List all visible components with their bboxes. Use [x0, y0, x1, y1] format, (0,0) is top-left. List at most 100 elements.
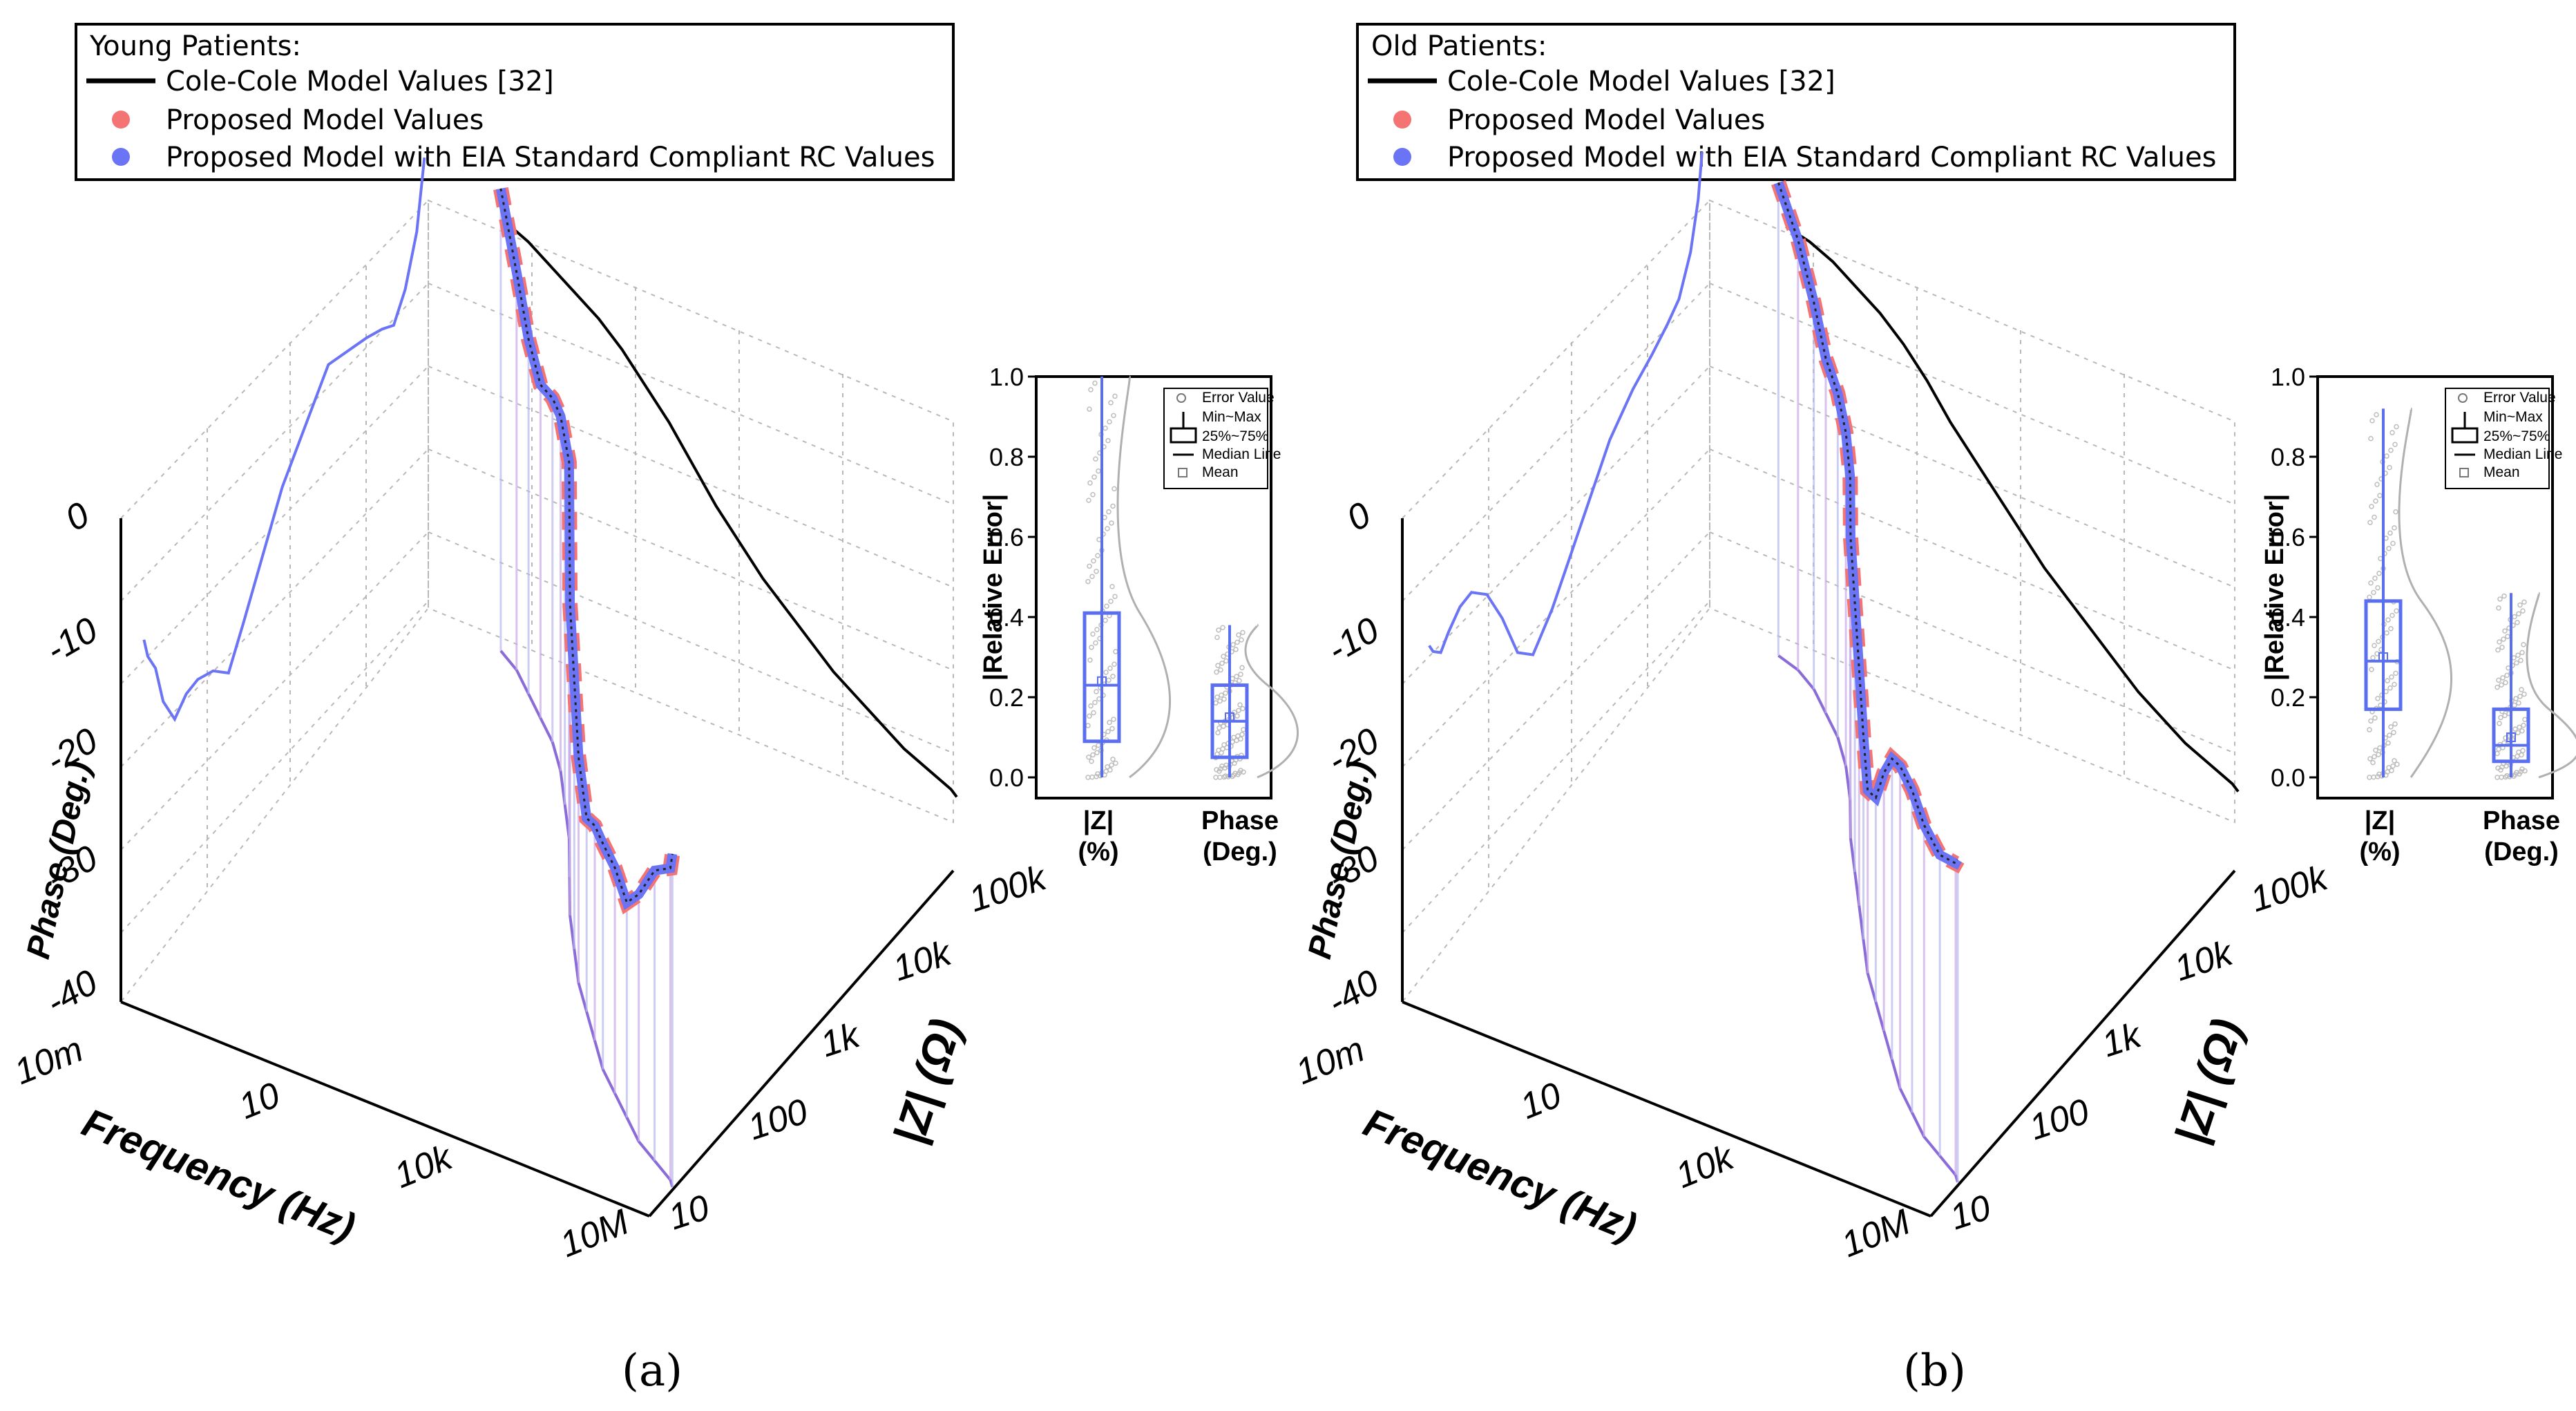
error-point — [2385, 678, 2390, 683]
axes-frame — [120, 518, 955, 1218]
error-point — [2393, 670, 2398, 676]
error-point — [1105, 526, 1110, 531]
caption: (b) — [1903, 1345, 1966, 1396]
tick-label: 0.6 — [989, 523, 1024, 551]
error-point — [1112, 486, 1117, 492]
error-point — [2375, 696, 2381, 701]
tick-label: 1k — [816, 1014, 866, 1065]
error-point — [2496, 677, 2501, 683]
legend-box — [1356, 23, 2236, 181]
error-point — [2501, 593, 2507, 599]
tick-label: 0 — [59, 495, 96, 540]
error-point — [1219, 750, 1224, 756]
error-point — [1093, 640, 1098, 646]
legend-entry-proposed: Proposed Model Values — [1447, 104, 1765, 136]
error-point — [1214, 694, 1220, 700]
inset-y-title: |Relative Error| — [2260, 494, 2289, 681]
error-point — [1240, 629, 1246, 636]
tick-label: 100 — [743, 1091, 813, 1148]
error-point — [1106, 509, 1112, 515]
tick-label: -10 — [39, 610, 104, 671]
z-violin — [1116, 375, 1172, 779]
error-point — [2517, 694, 2523, 699]
error-point — [2372, 754, 2377, 759]
error-point — [1217, 698, 1223, 704]
error-point — [2494, 684, 2500, 690]
inset-legend-entry: Mean — [1202, 464, 1239, 480]
error-point — [1111, 413, 1116, 419]
error-point — [2498, 714, 2503, 721]
error-inset: 0.0 0.2 0.4 0.6 0.8 1.0 |Relative Error| |Z|(%)… — [2260, 363, 2576, 867]
error-point — [1239, 637, 1244, 643]
error-point — [2369, 667, 2374, 672]
inset-legend-entry: Error Value — [2483, 390, 2556, 406]
error-point — [2389, 768, 2394, 773]
error-point — [2514, 660, 2519, 666]
error-point — [1236, 632, 1241, 638]
legend-entry-proposed: Proposed Model Values — [166, 104, 484, 136]
legend: Old Patients: Cole-Cole Model Values [32… — [1356, 23, 2236, 181]
error-point — [2387, 732, 2392, 738]
error-point — [1237, 702, 1243, 708]
error-point — [1087, 480, 1093, 486]
error-point — [1105, 764, 1110, 770]
error-point — [1109, 762, 1114, 768]
error-point — [1112, 393, 1118, 399]
legend-marker — [2458, 393, 2468, 403]
error-point — [1236, 708, 1241, 713]
error-point — [1103, 670, 1109, 675]
error-point — [2519, 728, 2525, 734]
inset-legend-box — [2445, 388, 2550, 489]
legend-entry-eia: Proposed Model with EIA Standard Complia… — [1447, 142, 2216, 173]
error-point — [1221, 696, 1227, 702]
error-point — [2503, 680, 2508, 685]
error-point — [1221, 723, 1226, 729]
error-point — [2519, 687, 2524, 692]
error-point — [2497, 639, 2502, 645]
tick-label: 1k — [2097, 1014, 2148, 1065]
error-point — [2504, 672, 2510, 679]
error-point — [1092, 699, 1098, 706]
error-point — [2388, 625, 2394, 632]
legend-entry-cole: Cole-Cole Model Values [32] — [166, 66, 554, 97]
error-point — [1218, 667, 1223, 673]
category-label: |Z| — [2365, 806, 2395, 835]
z-violin — [2398, 407, 2453, 778]
category-label: |Z| — [1083, 806, 1114, 835]
inset-legend-entry: 25%~75% — [1202, 428, 1268, 444]
error-point — [2389, 612, 2395, 618]
error-point — [2372, 576, 2378, 581]
error-point — [1112, 594, 1118, 599]
z-box — [2364, 599, 2403, 711]
error-point — [1233, 647, 1239, 652]
error-point — [2521, 642, 2526, 647]
error-point — [1090, 492, 1096, 498]
error-point — [1094, 689, 1099, 694]
error-point — [2517, 771, 2522, 777]
error-point — [2497, 596, 2503, 602]
phase-box — [2492, 707, 2530, 764]
magnitude-ticks: 10 100 1k 10k 100k — [1945, 857, 2334, 1238]
error-point — [2369, 418, 2375, 424]
error-point — [2519, 650, 2525, 656]
error-point — [1220, 625, 1225, 630]
error-point — [2392, 681, 2397, 688]
floor-projection-curve — [499, 650, 674, 1188]
error-point — [1109, 584, 1115, 589]
error-point — [2518, 657, 2523, 663]
category-label: Phase — [1201, 806, 1279, 835]
error-point — [2499, 645, 2505, 650]
error-point — [1109, 726, 1115, 732]
error-point — [1105, 728, 1111, 735]
error-point — [2516, 700, 2521, 706]
error-point — [2512, 726, 2518, 732]
error-point — [2519, 752, 2524, 758]
tick-label: 0.0 — [2271, 764, 2305, 792]
error-point — [1221, 654, 1226, 659]
inset-legend-entry: 25%~75% — [2483, 428, 2550, 444]
error-point — [1234, 674, 1239, 679]
error-point — [2390, 540, 2396, 547]
tick-label: 10k — [389, 1137, 459, 1196]
error-point — [2386, 546, 2392, 551]
